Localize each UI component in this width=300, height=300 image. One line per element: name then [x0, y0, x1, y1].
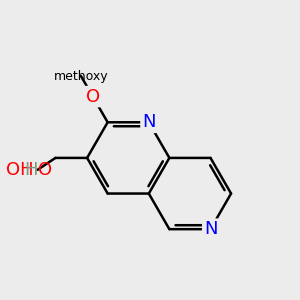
Text: H: H: [24, 161, 38, 179]
Text: O: O: [38, 161, 52, 179]
Text: N: N: [142, 113, 155, 131]
Text: O: O: [86, 88, 100, 106]
Text: methoxy: methoxy: [54, 70, 108, 83]
Text: N: N: [204, 220, 217, 238]
Text: OH: OH: [6, 161, 34, 179]
